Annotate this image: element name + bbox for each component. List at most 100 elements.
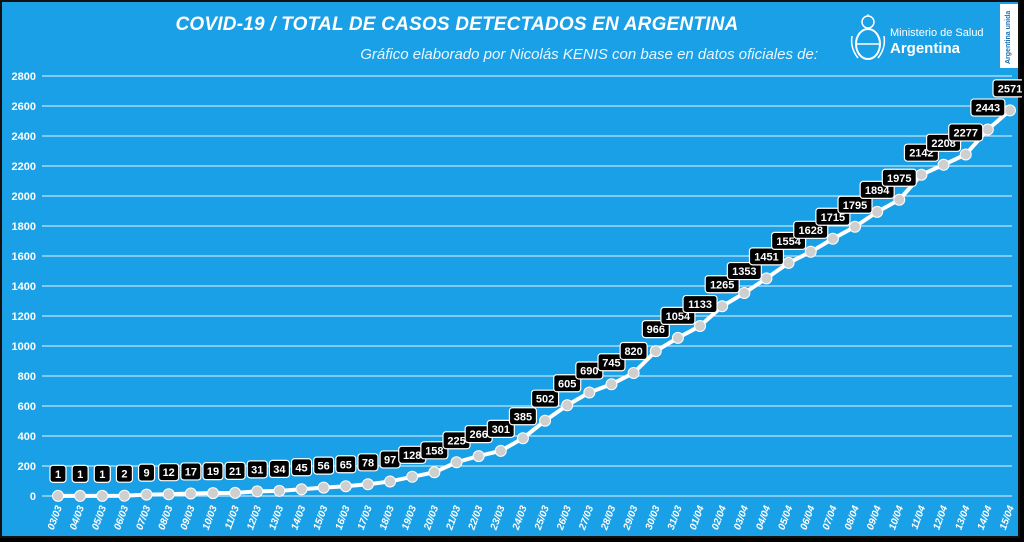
x-tick-label: 31/03: [666, 504, 685, 532]
y-tick-label: 1800: [12, 221, 36, 233]
data-label: 1451: [748, 247, 785, 266]
data-label: 690: [575, 361, 604, 380]
x-tick-label: 06/03: [112, 504, 131, 532]
y-tick-label: 1400: [12, 281, 36, 293]
svg-text:225: 225: [447, 435, 465, 447]
x-tick-label: 11/03: [223, 504, 242, 531]
x-tick-label: 24/03: [511, 504, 530, 533]
data-point: [893, 193, 906, 206]
data-label: 34: [268, 459, 290, 478]
argentina-unida-badge: Argentina unida: [1000, 4, 1018, 68]
x-tick-label: 19/03: [400, 504, 419, 532]
svg-text:158: 158: [425, 445, 443, 457]
data-point: [96, 489, 109, 502]
svg-text:12: 12: [163, 467, 175, 479]
y-tick-label: 0: [30, 491, 36, 503]
svg-text:65: 65: [340, 459, 352, 471]
svg-text:745: 745: [602, 357, 620, 369]
svg-text:1975: 1975: [887, 173, 911, 185]
x-tick-label: 05/04: [777, 504, 796, 532]
x-axis-ticks: 03/03 04/03 05/03 06/03 07/03 08/03 09/03 10/03…: [46, 504, 1017, 533]
y-tick-label: 800: [18, 371, 36, 383]
svg-text:34: 34: [273, 464, 286, 476]
data-point: [74, 489, 87, 502]
data-point: [251, 485, 264, 498]
svg-text:2277: 2277: [953, 127, 977, 139]
data-label: 9: [137, 463, 156, 482]
chart-subtitle: Gráfico elaborado por Nicolás KENIS con …: [360, 46, 818, 63]
data-point: [472, 450, 485, 463]
country-name: Argentina: [890, 40, 961, 57]
cases-line: [58, 108, 1012, 498]
data-label: 2443: [970, 98, 1006, 117]
y-tick-label: 1200: [12, 311, 36, 323]
svg-text:301: 301: [492, 424, 510, 436]
data-point: [361, 478, 374, 491]
y-tick-label: 2000: [12, 191, 36, 203]
grid-lines: [42, 75, 1012, 497]
data-label: 21: [224, 461, 246, 480]
data-label: 1133: [682, 294, 718, 314]
y-tick-label: 2800: [12, 71, 36, 83]
svg-text:690: 690: [580, 366, 598, 378]
data-point: [295, 483, 308, 496]
svg-text:1: 1: [77, 469, 83, 481]
y-tick-label: 200: [18, 461, 36, 473]
x-tick-label: 23/03: [488, 504, 507, 533]
data-label: 17: [180, 462, 202, 481]
data-point: [804, 245, 817, 258]
x-tick-label: 26/03: [555, 504, 574, 533]
svg-text:1554: 1554: [776, 236, 801, 248]
svg-text:2: 2: [121, 469, 127, 481]
data-label: 158: [420, 441, 449, 460]
coat-of-arms-icon: [850, 14, 886, 60]
data-point: [627, 367, 640, 379]
x-tick-label: 13/03: [267, 504, 286, 532]
data-label: 128: [398, 445, 427, 464]
data-point: [937, 158, 950, 171]
x-tick-label: 30/03: [644, 504, 663, 532]
data-point: [450, 456, 463, 469]
data-label: 56: [313, 456, 335, 475]
svg-text:31: 31: [251, 464, 263, 476]
svg-text:2443: 2443: [976, 103, 1000, 115]
svg-text:45: 45: [295, 462, 307, 474]
svg-text:9: 9: [143, 468, 149, 480]
data-label: 2277: [948, 123, 984, 142]
x-tick-label: 04/03: [68, 504, 87, 532]
svg-text:1054: 1054: [666, 311, 691, 323]
svg-text:1265: 1265: [710, 279, 734, 291]
data-point: [915, 168, 928, 181]
data-point: [782, 256, 795, 269]
series-points: [52, 104, 1016, 502]
ministry-name: Ministerio de Salud: [890, 27, 984, 39]
data-point: [339, 480, 352, 493]
svg-text:1: 1: [55, 469, 61, 481]
data-point: [871, 205, 884, 218]
data-point: [959, 148, 972, 161]
data-label: 19: [202, 462, 224, 481]
svg-text:128: 128: [403, 450, 421, 462]
data-label: 65: [335, 455, 357, 474]
data-point: [118, 489, 131, 502]
y-tick-label: 2200: [12, 161, 36, 173]
svg-text:966: 966: [647, 324, 665, 336]
data-point: [583, 386, 596, 399]
data-label: 2: [115, 464, 134, 483]
data-label: 1: [71, 464, 89, 483]
y-tick-label: 2600: [12, 101, 36, 113]
data-point: [716, 300, 729, 313]
ministry-logo: Ministerio de Salud Argentina: [848, 14, 988, 66]
data-label: 1: [93, 464, 111, 483]
data-point: [162, 488, 175, 501]
svg-text:2571: 2571: [998, 83, 1022, 95]
x-tick-label: 08/03: [157, 504, 176, 532]
svg-text:56: 56: [318, 461, 330, 473]
data-point: [229, 486, 242, 499]
data-label: 502: [530, 389, 560, 408]
data-label: 45: [290, 458, 313, 477]
chart-title: COVID-19 / TOTAL DE CASOS DETECTADOS EN …: [175, 14, 739, 35]
svg-text:385: 385: [514, 411, 532, 423]
x-tick-label: 02/04: [710, 504, 729, 532]
